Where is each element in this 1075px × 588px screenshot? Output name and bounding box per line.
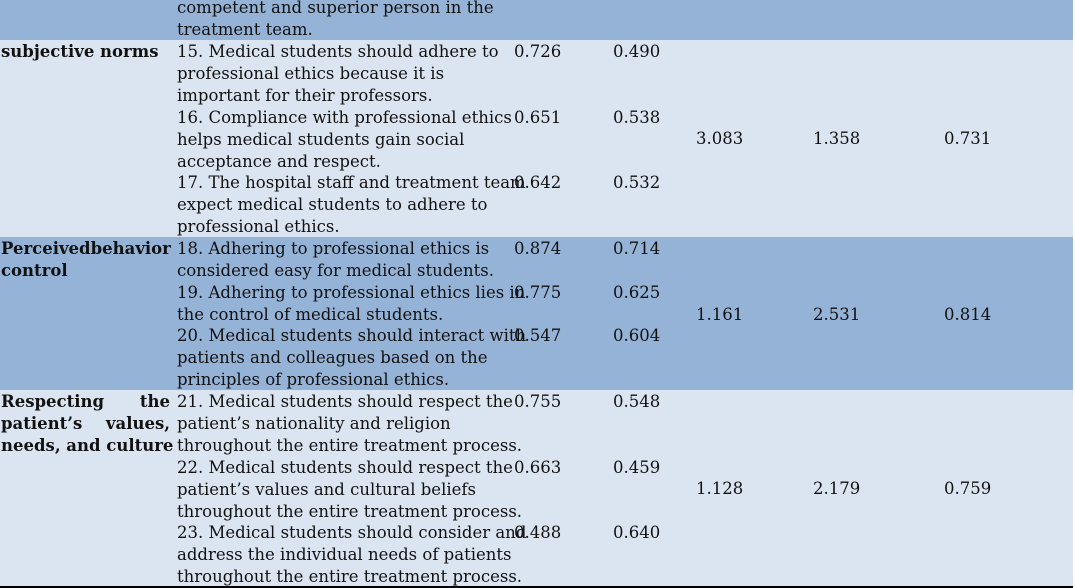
label-word: Respecting bbox=[1, 392, 105, 411]
loading-value: 0.874 bbox=[514, 239, 562, 258]
factor-stat-1: 1.128 bbox=[696, 479, 744, 498]
r-squared-value: 0.532 bbox=[613, 173, 661, 192]
text-line: patient’s values and cultural beliefs bbox=[177, 479, 476, 499]
label-word: patient’s bbox=[1, 413, 83, 433]
text-line: professional ethics because it is bbox=[177, 63, 445, 83]
factor-stat-1: 3.083 bbox=[696, 129, 744, 148]
text-line: 23. Medical students should consider and bbox=[177, 523, 527, 542]
factor-stat-3: 0.759 bbox=[944, 479, 992, 498]
text-line: expect medical students to adhere to bbox=[177, 194, 488, 214]
item-text: 22. Medical students should respect the … bbox=[177, 457, 522, 523]
loading-value: 0.547 bbox=[514, 326, 562, 345]
item-text-continued: competent and superior person in the tre… bbox=[177, 0, 494, 41]
loading-value: 0.775 bbox=[514, 283, 562, 302]
text-line: 15. Medical students should adhere to bbox=[177, 42, 499, 61]
text-line: 21. Medical students should respect the bbox=[177, 392, 513, 411]
r-squared-value: 0.459 bbox=[613, 458, 661, 477]
text-line: professional ethics. bbox=[177, 216, 340, 236]
label-line: needs, and culture bbox=[1, 435, 174, 455]
text-line: 17. The hospital staff and treatment tea… bbox=[177, 173, 526, 192]
loading-value: 0.642 bbox=[514, 173, 562, 192]
factor-label: subjective norms bbox=[1, 41, 159, 63]
loading-value: 0.663 bbox=[514, 458, 562, 477]
text-line: patient’s nationality and religion bbox=[177, 413, 451, 433]
item-text: 18. Adhering to professional ethics is c… bbox=[177, 238, 494, 282]
r-squared-value: 0.640 bbox=[613, 523, 661, 542]
text-line: the control of medical students. bbox=[177, 304, 444, 324]
item-text: 23. Medical students should consider and… bbox=[177, 522, 526, 588]
item-text: 19. Adhering to professional ethics lies… bbox=[177, 282, 525, 326]
text-line: competent and superior person in the bbox=[177, 0, 494, 17]
item-text: 21. Medical students should respect the … bbox=[177, 391, 522, 457]
label-word: Perceived bbox=[1, 239, 91, 258]
band-top bbox=[0, 0, 1073, 40]
label-word: the bbox=[139, 392, 170, 411]
text-line: helps medical students gain social bbox=[177, 129, 465, 149]
r-squared-value: 0.538 bbox=[613, 108, 661, 127]
text-line: considered easy for medical students. bbox=[177, 260, 495, 280]
item-text: 17. The hospital staff and treatment tea… bbox=[177, 172, 526, 238]
text-line: throughout the entire treatment process. bbox=[177, 566, 523, 586]
text-line: important for their professors. bbox=[177, 85, 433, 105]
factor-stat-2: 2.531 bbox=[813, 305, 861, 324]
text-line: 20. Medical students should interact wit… bbox=[177, 326, 527, 345]
factor-stat-2: 2.179 bbox=[813, 479, 861, 498]
r-squared-value: 0.548 bbox=[613, 392, 661, 411]
text-line: 16. Compliance with professional ethics bbox=[177, 108, 512, 127]
item-text: 16. Compliance with professional ethics … bbox=[177, 107, 512, 173]
factor-label: Perceived behavior control bbox=[1, 238, 171, 282]
text-line: throughout the entire treatment process. bbox=[177, 501, 523, 521]
text-line: patients and colleagues based on the bbox=[177, 347, 488, 367]
factor-stat-3: 0.814 bbox=[944, 305, 992, 324]
factor-stat-3: 0.731 bbox=[944, 129, 992, 148]
band-group-2 bbox=[0, 237, 1073, 390]
text-line: 19. Adhering to professional ethics lies… bbox=[177, 283, 526, 302]
label-line: patient’s values, bbox=[1, 413, 170, 435]
r-squared-value: 0.604 bbox=[613, 326, 661, 345]
item-text: 20. Medical students should interact wit… bbox=[177, 325, 526, 391]
label-line: Respecting the bbox=[1, 391, 170, 413]
factor-stat-1: 1.161 bbox=[696, 305, 744, 324]
factor-label: Respecting the patient’s values, needs, … bbox=[1, 391, 173, 457]
item-text: 15. Medical students should adhere to pr… bbox=[177, 41, 499, 107]
label-line: Perceived behavior bbox=[1, 238, 171, 260]
text-line: treatment team. bbox=[177, 19, 313, 39]
text-line: principles of professional ethics. bbox=[177, 369, 450, 389]
text-line: address the individual needs of patients bbox=[177, 544, 512, 564]
text-line: 18. Adhering to professional ethics is bbox=[177, 239, 490, 258]
r-squared-value: 0.714 bbox=[613, 239, 661, 258]
text-line: acceptance and respect. bbox=[177, 151, 381, 171]
loading-value: 0.755 bbox=[514, 392, 562, 411]
label-line: control bbox=[1, 260, 68, 280]
label-line: subjective norms bbox=[1, 42, 159, 61]
label-word: values, bbox=[105, 413, 170, 433]
band-group-3 bbox=[0, 390, 1073, 586]
table-bottom-rule bbox=[0, 586, 1073, 588]
factor-stat-2: 1.358 bbox=[813, 129, 861, 148]
band-group-1 bbox=[0, 40, 1073, 237]
r-squared-value: 0.490 bbox=[613, 42, 661, 61]
text-line: throughout the entire treatment process. bbox=[177, 435, 523, 455]
loading-value: 0.488 bbox=[514, 523, 562, 542]
loading-value: 0.726 bbox=[514, 42, 562, 61]
label-word: behavior bbox=[90, 239, 171, 258]
text-line: 22. Medical students should respect the bbox=[177, 458, 513, 477]
loading-value: 0.651 bbox=[514, 108, 562, 127]
r-squared-value: 0.625 bbox=[613, 283, 661, 302]
